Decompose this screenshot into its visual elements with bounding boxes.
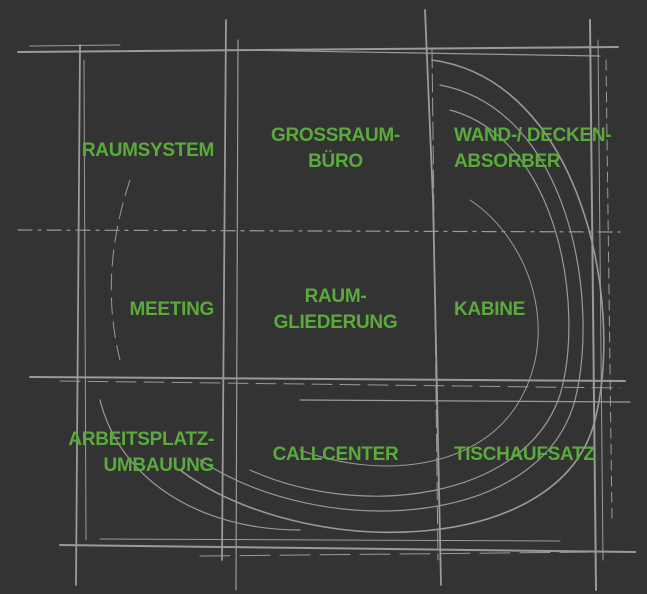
- cell-raumsystem-line-1: RAUMSYSTEM: [82, 138, 214, 164]
- cell-grossraum-buero-line-1: GROSSRAUM-: [253, 123, 418, 149]
- cell-wand-decken-absorber[interactable]: WAND-/ DECKEN- ABSORBER: [454, 123, 611, 175]
- sketch-line-col-3: [425, 10, 441, 585]
- cell-grossraum-buero-line-2: BÜRO: [253, 149, 418, 175]
- sketch-line-col-2: [222, 20, 226, 560]
- cell-callcenter[interactable]: CALLCENTER: [253, 442, 418, 468]
- cell-raum-gliederung-line-2: GLIEDERUNG: [253, 310, 418, 336]
- cell-grossraum-buero[interactable]: GROSSRAUM- BÜRO: [253, 123, 418, 175]
- cell-kabine[interactable]: KABINE: [454, 297, 525, 323]
- cell-wand-decken-absorber-line-2: ABSORBER: [454, 149, 611, 175]
- sketch-line-lower-middle: [30, 377, 625, 381]
- cell-tischaufsatz[interactable]: TISCHAUFSATZ: [454, 442, 595, 468]
- cell-raumsystem[interactable]: RAUMSYSTEM: [82, 138, 214, 164]
- cell-arbeitsplatz-umbauung[interactable]: ARBEITSPLATZ- UMBAUUNG: [68, 427, 214, 479]
- cell-meeting[interactable]: MEETING: [130, 297, 214, 323]
- cell-tischaufsatz-line-1: TISCHAUFSATZ: [454, 442, 595, 468]
- sketch-line-bottom: [60, 545, 635, 552]
- sketch-line-upper-middle: [18, 230, 620, 232]
- cell-meeting-line-1: MEETING: [130, 297, 214, 323]
- cell-raum-gliederung-line-1: RAUM-: [253, 284, 418, 310]
- sketch-line-col-4: [590, 20, 596, 590]
- cell-raum-gliederung[interactable]: RAUM- GLIEDERUNG: [253, 284, 418, 336]
- cell-kabine-line-1: KABINE: [454, 297, 525, 323]
- cell-callcenter-line-1: CALLCENTER: [253, 442, 418, 468]
- sketch-line-col-1: [76, 45, 80, 585]
- cell-wand-decken-absorber-line-1: WAND-/ DECKEN-: [454, 123, 611, 149]
- cell-arbeitsplatz-umbauung-line-1: ARBEITSPLATZ-: [68, 427, 214, 453]
- cell-arbeitsplatz-umbauung-line-2: UMBAUUNG: [68, 453, 214, 479]
